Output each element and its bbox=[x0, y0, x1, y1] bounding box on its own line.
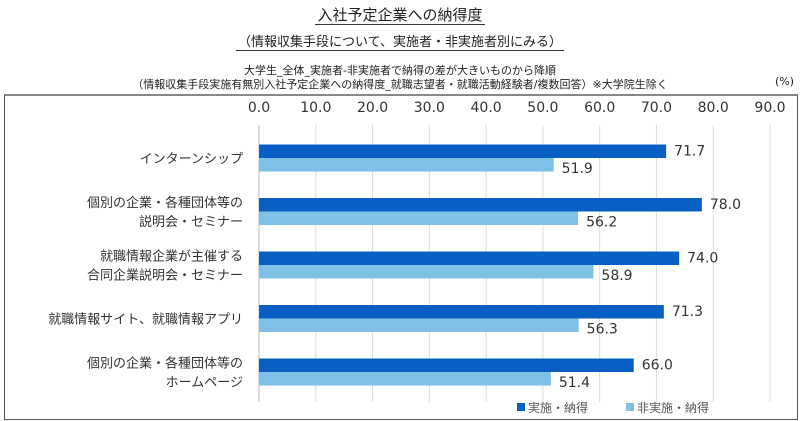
x-tick-label: 90.0 bbox=[754, 100, 785, 116]
data-label: 71.3 bbox=[672, 304, 703, 320]
x-tick-label: 20.0 bbox=[357, 100, 388, 116]
category-label: 合同企業説明会・セミナー bbox=[87, 268, 243, 284]
x-tick-label: 80.0 bbox=[698, 100, 729, 116]
legend-label: 実施・納得 bbox=[528, 400, 588, 415]
x-tick-label: 70.0 bbox=[641, 100, 672, 116]
chart-note-1: 大学生_全体_実施者-非実施者で納得の差が大きいものから降順 bbox=[244, 64, 556, 77]
bar-non-implemented bbox=[259, 372, 551, 386]
category-label: 個別の企業・各種団体等の bbox=[87, 356, 243, 372]
x-tick-label: 60.0 bbox=[584, 100, 615, 116]
bar-non-implemented bbox=[259, 265, 594, 279]
category-label: ホームページ bbox=[166, 376, 243, 391]
category-label: 就職情報サイト、就職情報アプリ bbox=[48, 313, 243, 328]
data-label: 56.2 bbox=[586, 214, 617, 230]
bar-non-implemented bbox=[259, 158, 554, 172]
bar-non-implemented bbox=[259, 318, 579, 332]
plot-frame bbox=[4, 94, 798, 420]
bar-implemented bbox=[259, 251, 680, 265]
chart-subtitle: （情報収集手段について、実施者・非実施者別にみる） bbox=[0, 31, 800, 51]
data-label: 66.0 bbox=[642, 357, 673, 373]
category-label: 就職情報企業が主催する bbox=[100, 249, 243, 265]
data-label: 51.4 bbox=[559, 375, 590, 391]
unit-label: (%) bbox=[774, 75, 794, 88]
x-tick-label: 10.0 bbox=[300, 100, 331, 116]
chart-title-text: 入社予定企業への納得度 bbox=[315, 6, 485, 25]
data-label: 71.7 bbox=[674, 143, 705, 159]
bar-implemented bbox=[259, 144, 667, 158]
data-label: 58.9 bbox=[601, 268, 632, 284]
legend-swatch bbox=[626, 403, 634, 411]
bar-non-implemented bbox=[259, 211, 579, 225]
bar-implemented bbox=[259, 358, 634, 372]
category-label: 個別の企業・各種団体等の bbox=[87, 195, 243, 211]
bar-implemented bbox=[259, 198, 702, 212]
data-label: 78.0 bbox=[710, 197, 741, 213]
x-tick-label: 0.0 bbox=[248, 100, 270, 116]
legend-label: 非実施・納得 bbox=[637, 400, 709, 415]
chart-subtitle-text: （情報収集手段について、実施者・非実施者別にみる） bbox=[236, 35, 564, 51]
data-label: 74.0 bbox=[687, 250, 718, 266]
x-tick-label: 40.0 bbox=[471, 100, 502, 116]
legend-swatch bbox=[517, 403, 525, 411]
bar-implemented bbox=[259, 305, 664, 319]
category-label: インターンシップ bbox=[140, 152, 243, 167]
x-tick-label: 50.0 bbox=[527, 100, 558, 116]
chart-title: 入社予定企業への納得度 bbox=[0, 4, 800, 25]
category-label: 説明会・セミナー bbox=[139, 214, 243, 230]
x-tick-label: 30.0 bbox=[414, 100, 445, 116]
data-label: 51.9 bbox=[562, 161, 593, 177]
data-label: 56.3 bbox=[587, 321, 618, 337]
chart-note-2: （情報収集手段実施有無別入社予定企業への納得度_就職志望者・就職活動経験者/複数… bbox=[132, 78, 668, 91]
